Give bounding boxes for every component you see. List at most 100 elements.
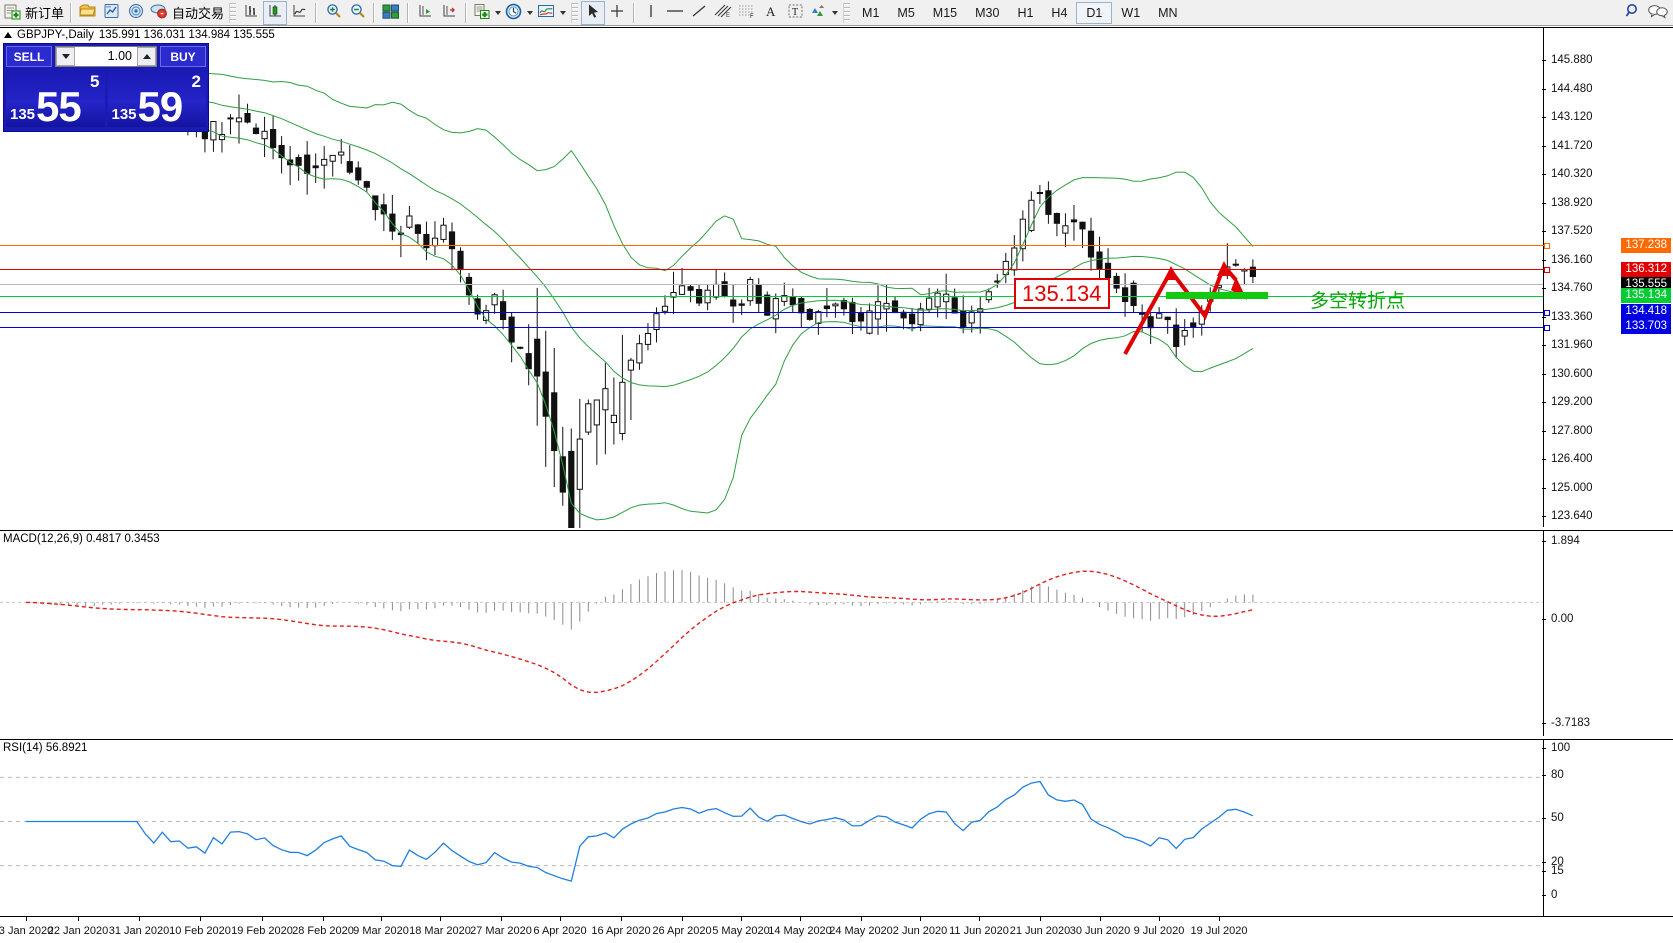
price-annotation-box[interactable]: 135.134 <box>1014 278 1110 310</box>
macd-axis-tick: 1.894 <box>1542 535 1673 548</box>
add-indicator-button[interactable] <box>471 1 503 25</box>
expand-icon[interactable] <box>4 32 12 38</box>
bar-chart-button[interactable] <box>239 1 263 25</box>
bar-chart-icon <box>243 3 260 22</box>
equidistant-channel-tool-button[interactable]: E <box>711 1 735 25</box>
zoom-in-button[interactable] <box>321 1 345 25</box>
price-tag-137238[interactable]: 137.238 <box>1621 238 1671 253</box>
auto-scroll-button[interactable] <box>437 1 461 25</box>
toolbar-grip-3[interactable] <box>843 2 851 23</box>
buy-button[interactable]: BUY <box>160 46 206 67</box>
date-axis-tick <box>560 917 561 921</box>
timeframe-w1[interactable]: W1 <box>1121 5 1141 20</box>
timeframe-h1[interactable]: H1 <box>1017 5 1034 20</box>
price-axis-tick: 134.760 <box>1542 282 1673 295</box>
date-axis-label: 19 Feb 2020 <box>231 925 293 937</box>
timeframe-h4[interactable]: H4 <box>1051 5 1068 20</box>
timeframe-d1[interactable]: D1 <box>1076 1 1113 24</box>
volume-value[interactable]: 1.00 <box>107 49 132 63</box>
sell-price-prefix: 135 <box>10 106 36 123</box>
text-tool-button[interactable]: A <box>759 1 783 25</box>
timeframe-m5[interactable]: M5 <box>897 5 915 20</box>
sell-price-display[interactable]: 135 55 5 <box>6 71 105 130</box>
autotrading-button[interactable]: 自动交易 <box>148 1 226 25</box>
level-line-136312[interactable] <box>0 267 1550 273</box>
templates-dropdown-caret[interactable] <box>560 10 567 15</box>
level-anchor-133703[interactable] <box>1544 325 1550 331</box>
level-anchor-134418[interactable] <box>1544 310 1550 316</box>
date-axis-tick <box>262 917 263 921</box>
date-axis-label: 3 Jan 2020 <box>0 925 54 937</box>
volume-decrease-button[interactable] <box>56 47 75 66</box>
date-axis-tick <box>800 917 801 921</box>
search-button[interactable] <box>1621 1 1645 25</box>
toolbar-divider-3 <box>373 2 376 23</box>
rsi-axis-tick: 50 <box>1542 812 1673 825</box>
macd-pane[interactable]: MACD(12,26,9) 0.4817 0.3453 1.894 0.00 -3.… <box>0 530 1673 736</box>
data-folder-button[interactable] <box>76 1 100 25</box>
timeframe-mn[interactable]: MN <box>1158 5 1178 20</box>
arrows-dropdown-caret[interactable] <box>832 10 839 15</box>
trendline-tool-button[interactable] <box>687 1 711 25</box>
price-tag-135134[interactable]: 135.134 <box>1621 288 1671 303</box>
level-line-137238[interactable] <box>0 243 1550 249</box>
date-axis-tick <box>501 917 502 921</box>
price-tag-134418[interactable]: 134.418 <box>1621 304 1671 319</box>
market-watch-button[interactable] <box>100 1 124 25</box>
level-anchor-136312[interactable] <box>1544 267 1550 273</box>
chat-button[interactable] <box>1645 1 1671 25</box>
level-line-133703[interactable] <box>0 325 1550 331</box>
turning-point-note[interactable]: 多空转折点 <box>1310 290 1406 312</box>
price-tag-133703[interactable]: 133.703 <box>1621 319 1671 334</box>
templates-button[interactable] <box>535 1 568 25</box>
cursor-tool-button[interactable] <box>581 0 606 25</box>
one-click-trading-panel[interactable]: SELL 1.00 BUY 135 55 5 <box>3 43 209 132</box>
chart-window[interactable]: GBPJPY-,Daily 135.991 136.031 134.984 13… <box>0 27 1673 943</box>
crosshair-tool-button[interactable] <box>605 1 629 25</box>
market-watch-icon <box>103 3 121 22</box>
chart-shift-button[interactable] <box>413 1 437 25</box>
level-anchor-137238[interactable] <box>1544 243 1550 249</box>
buy-price-display[interactable]: 135 59 2 <box>107 71 206 130</box>
timeframe-m30[interactable]: M30 <box>975 5 1000 20</box>
date-axis-tick <box>78 917 79 921</box>
rsi-label: RSI(14) 56.8921 <box>3 742 88 754</box>
date-axis-tick <box>1040 917 1041 921</box>
toolbar-grip-2[interactable] <box>571 2 579 23</box>
volume-stepper[interactable]: 1.00 <box>55 46 157 67</box>
candlestick-chart-button[interactable] <box>263 0 288 25</box>
date-axis-label: 18 Mar 2020 <box>409 925 471 937</box>
horizontal-line-tool-button[interactable] <box>663 1 687 25</box>
timeframe-m15[interactable]: M15 <box>932 5 958 20</box>
navigator-button[interactable] <box>124 1 148 25</box>
text-label-tool-button[interactable]: T <box>783 1 807 25</box>
vertical-line-tool-button[interactable] <box>639 1 663 25</box>
date-axis-label: 9 Mar 2020 <box>353 925 409 937</box>
rsi-pane[interactable]: RSI(14) 56.8921 100 80 50 20 15 0 <box>0 739 1673 916</box>
date-axis[interactable]: 3 Jan 2020 22 Jan 2020 31 Jan 2020 10 Feb 2… <box>0 916 1673 943</box>
timeframe-m1[interactable]: M1 <box>862 5 880 20</box>
add-indicator-dropdown-caret[interactable] <box>495 10 502 15</box>
toolbar-grip[interactable] <box>229 2 237 23</box>
period-button[interactable] <box>503 1 535 25</box>
line-chart-button[interactable] <box>287 1 311 25</box>
price-pane[interactable]: GBPJPY-,Daily 135.991 136.031 134.984 13… <box>0 27 1673 528</box>
tile-windows-button[interactable] <box>379 1 403 25</box>
equidistant-channel-icon: E <box>713 3 733 22</box>
sell-button[interactable]: SELL <box>6 46 52 67</box>
fibonacci-tool-button[interactable]: F <box>735 1 759 25</box>
period-dropdown-caret[interactable] <box>527 10 534 15</box>
volume-increase-button[interactable] <box>137 47 156 66</box>
price-tag-136312[interactable]: 136.312 <box>1621 262 1671 277</box>
zoom-out-button[interactable] <box>345 1 369 25</box>
date-axis-label: 10 Feb 2020 <box>169 925 231 937</box>
price-axis-tick: 130.600 <box>1542 368 1673 381</box>
price-axis-tick: 125.000 <box>1542 482 1673 495</box>
arrows-tool-button[interactable] <box>807 1 840 25</box>
tile-windows-icon <box>382 4 400 22</box>
date-axis-label: 24 May 2020 <box>829 925 893 937</box>
new-order-button[interactable]: 新订单 <box>2 1 66 25</box>
toolbar-divider-6 <box>633 2 636 23</box>
navigator-icon <box>127 3 145 22</box>
rsi-axis-tick: 0 <box>1542 889 1673 902</box>
